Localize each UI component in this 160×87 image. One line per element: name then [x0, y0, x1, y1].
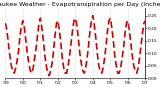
Title: Milwaukee Weather - Evapotranspiration per Day (Inches): Milwaukee Weather - Evapotranspiration p… [0, 2, 160, 7]
